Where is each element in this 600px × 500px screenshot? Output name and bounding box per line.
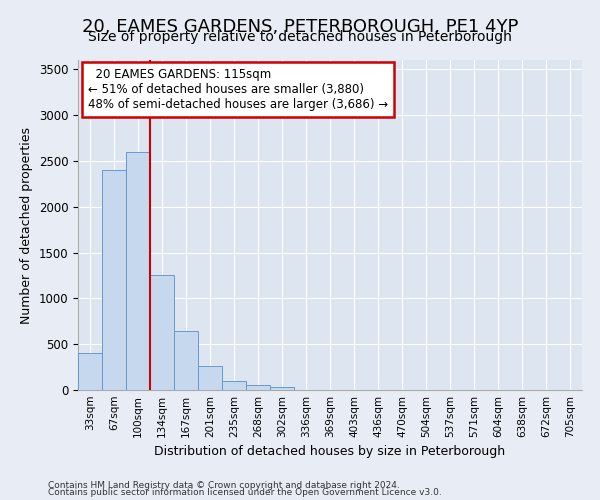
Bar	[150, 276, 174, 390]
Bar	[174, 332, 198, 390]
Text: 20, EAMES GARDENS, PETERBOROUGH, PE1 4YP: 20, EAMES GARDENS, PETERBOROUGH, PE1 4YP	[82, 18, 518, 36]
Text: Contains HM Land Registry data © Crown copyright and database right 2024.: Contains HM Land Registry data © Crown c…	[48, 480, 400, 490]
Text: Contains public sector information licensed under the Open Government Licence v3: Contains public sector information licen…	[48, 488, 442, 497]
Bar	[246, 386, 270, 390]
Bar	[78, 354, 102, 390]
Text: 20 EAMES GARDENS: 115sqm  
← 51% of detached houses are smaller (3,880)
48% of s: 20 EAMES GARDENS: 115sqm ← 51% of detach…	[88, 68, 388, 112]
Bar	[102, 170, 126, 390]
Bar	[222, 381, 246, 390]
Y-axis label: Number of detached properties: Number of detached properties	[20, 126, 33, 324]
Bar	[198, 366, 222, 390]
Bar	[270, 387, 294, 390]
Bar	[126, 152, 150, 390]
X-axis label: Distribution of detached houses by size in Peterborough: Distribution of detached houses by size …	[154, 446, 506, 458]
Text: Size of property relative to detached houses in Peterborough: Size of property relative to detached ho…	[88, 30, 512, 44]
